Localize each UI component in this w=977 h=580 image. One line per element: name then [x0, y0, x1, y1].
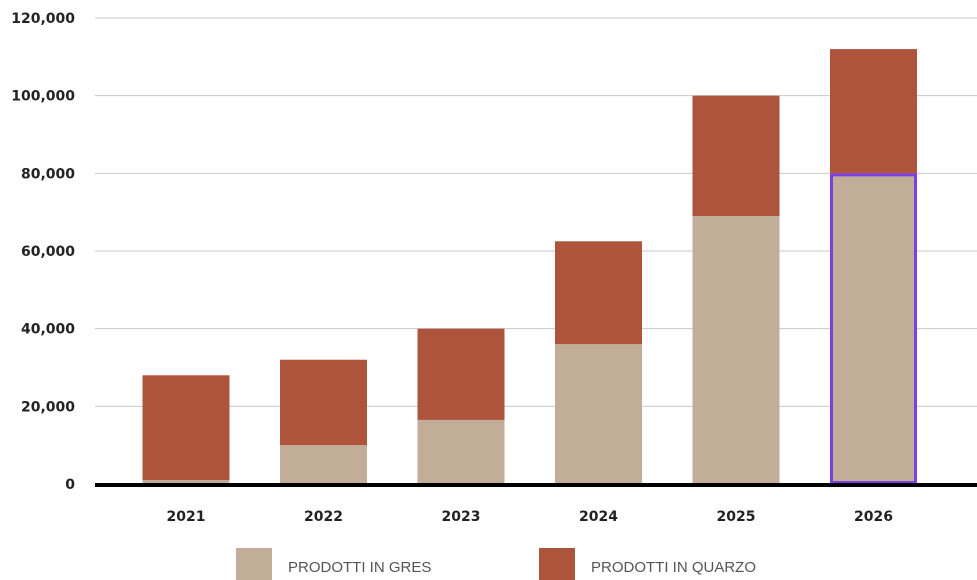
y-tick-label: 0 — [65, 477, 75, 493]
bar-segment — [280, 445, 367, 484]
bar-segment — [142, 375, 230, 481]
x-tick-label: 2026 — [854, 509, 893, 525]
bar-segment — [555, 344, 642, 484]
bar-segment — [280, 359, 367, 446]
bar-segment — [555, 241, 642, 345]
y-tick-label: 120,000 — [11, 11, 75, 27]
legend-label: PRODOTTI IN GRES — [288, 559, 431, 576]
legend: PRODOTTI IN GRES PRODOTTI IN QUARZO — [236, 548, 756, 580]
x-tick-label: 2025 — [717, 509, 756, 525]
bar-segment — [417, 419, 505, 484]
legend-swatch — [236, 548, 272, 580]
x-tick-label: 2024 — [579, 509, 618, 525]
bar-segment — [692, 216, 780, 485]
bar-segment — [142, 480, 230, 484]
y-axis-ticks: 0 20,000 40,000 60,000 80,000 100,000 120,000 — [11, 11, 75, 493]
bar-segment-highlighted — [830, 173, 917, 484]
bars — [142, 49, 917, 485]
bar-segment — [692, 95, 780, 217]
y-tick-label: 80,000 — [21, 166, 75, 182]
y-tick-label: 100,000 — [11, 89, 75, 105]
legend-swatch — [539, 548, 575, 580]
x-axis-labels: 2021 2022 2023 2024 2025 2026 — [167, 509, 893, 525]
y-tick-label: 20,000 — [21, 399, 75, 415]
x-tick-label: 2023 — [442, 509, 481, 525]
bar-segment — [830, 49, 917, 174]
y-tick-label: 60,000 — [21, 244, 75, 260]
bar-segment — [417, 328, 505, 420]
x-tick-label: 2021 — [167, 509, 206, 525]
y-tick-label: 40,000 — [21, 322, 75, 338]
legend-label: PRODOTTI IN QUARZO — [591, 559, 756, 576]
x-tick-label: 2022 — [304, 509, 343, 525]
